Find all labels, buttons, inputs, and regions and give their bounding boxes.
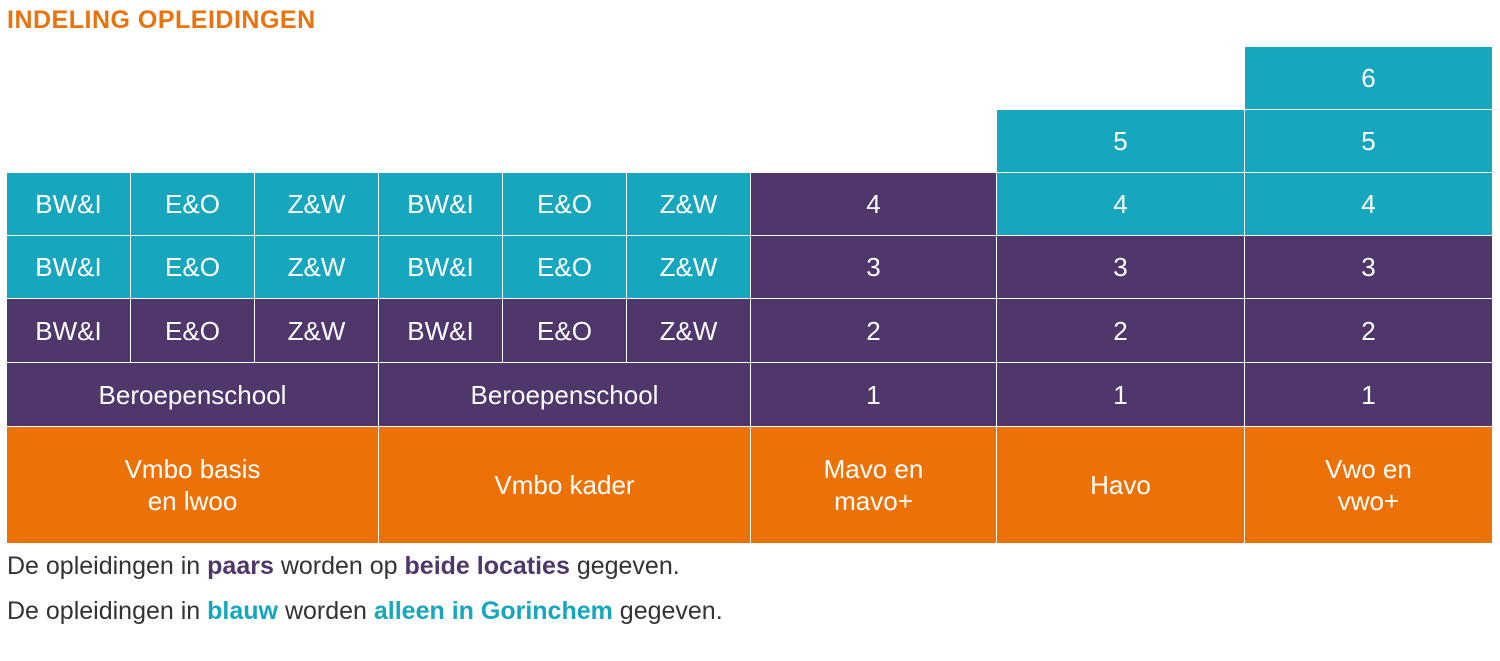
basis-beroepenschool-cell: Beroepenschool: [7, 363, 379, 427]
note-text: De opleidingen in: [7, 597, 208, 625]
kader-bwi-year-2-cell: BW&I: [379, 299, 503, 363]
cell-label: 4: [1113, 189, 1128, 219]
kader-eo-year-2-cell: E&O: [503, 299, 627, 363]
track-vmbo-kader: Vmbo kader: [379, 427, 751, 544]
cell-label: BW&I: [35, 252, 102, 282]
basis-zw-year-3-cell: Z&W: [255, 236, 379, 299]
kader-eo-year-3-cell: E&O: [503, 236, 627, 299]
cell-label: 3: [1361, 252, 1376, 282]
note-color-word: blauw: [207, 597, 278, 625]
note-text: worden: [278, 597, 374, 625]
cell-label: E&O: [165, 315, 220, 346]
basis-eo-year-3-cell: E&O: [131, 236, 255, 299]
cell-label: 4: [1361, 189, 1376, 219]
cell-label: 3: [866, 252, 881, 282]
havo-year-5-cell: 5: [997, 110, 1245, 173]
cell-label: BW&I: [407, 252, 474, 282]
cell-label: E&O: [537, 189, 592, 219]
havo-year-3-cell: 3: [997, 236, 1245, 299]
track-label-line-1: Vwo en: [1325, 454, 1412, 484]
note-text: worden op: [273, 552, 405, 580]
cell-label: BW&I: [407, 315, 474, 346]
legend-note-purple: De opleidingen in paars worden op beide …: [7, 552, 680, 581]
cell-label: Z&W: [287, 189, 346, 219]
vwo-year-3-cell: 3: [1245, 236, 1493, 299]
kader-eo-year-4-cell: E&O: [503, 173, 627, 236]
vwo-year-2-cell: 2: [1245, 299, 1493, 363]
track-label-line-2: vwo+: [1337, 486, 1400, 516]
cell-label: Beroepenschool: [98, 379, 287, 410]
track-label-line-1: Vmbo basis: [124, 454, 261, 484]
track-label: Vmbo kader: [494, 470, 635, 500]
vwo-year-5-cell: 5: [1245, 110, 1493, 173]
cell-label: 1: [1361, 379, 1376, 410]
basis-zw-year-4-cell: Z&W: [255, 173, 379, 236]
kader-bwi-year-4-cell: BW&I: [379, 173, 503, 236]
cell-label: Z&W: [287, 315, 346, 346]
cell-label: Z&W: [287, 252, 346, 282]
cell-label: Z&W: [659, 189, 718, 219]
cell-label: BW&I: [35, 189, 102, 219]
track-mavo: Mavo en mavo+: [751, 427, 997, 544]
kader-zw-year-4-cell: Z&W: [627, 173, 751, 236]
cell-label: 2: [866, 315, 881, 346]
cell-label: 1: [866, 379, 881, 410]
cell-label: E&O: [537, 252, 592, 282]
cell-label: BW&I: [35, 315, 102, 346]
track-havo: Havo: [997, 427, 1245, 544]
mavo-year-4-cell: 4: [751, 173, 997, 236]
mavo-year-1-cell: 1: [751, 363, 997, 427]
cell-label: 5: [1361, 126, 1376, 156]
cell-label: 3: [1113, 252, 1128, 282]
note-text: gegeven.: [612, 597, 723, 625]
havo-year-1-cell: 1: [997, 363, 1245, 427]
note-color-word: paars: [207, 552, 274, 580]
vwo-year-6-cell: 6: [1245, 47, 1493, 110]
basis-bwi-year-3-cell: BW&I: [7, 236, 131, 299]
cell-label: E&O: [165, 189, 220, 219]
track-label-line-2: en lwoo: [147, 486, 238, 516]
basis-zw-year-2-cell: Z&W: [255, 299, 379, 363]
basis-eo-year-4-cell: E&O: [131, 173, 255, 236]
mavo-year-3-cell: 3: [751, 236, 997, 299]
kader-beroepenschool-cell: Beroepenschool: [379, 363, 751, 427]
cell-label: BW&I: [407, 189, 474, 219]
cell-label: 1: [1113, 379, 1128, 410]
mavo-year-2-cell: 2: [751, 299, 997, 363]
vwo-year-4-cell: 4: [1245, 173, 1493, 236]
note-text: gegeven.: [569, 552, 680, 580]
havo-year-2-cell: 2: [997, 299, 1245, 363]
cell-label: E&O: [537, 315, 592, 346]
note-text: De opleidingen in: [7, 552, 208, 580]
cell-label: E&O: [165, 252, 220, 282]
note-emphasis: beide locaties: [404, 552, 570, 580]
basis-bwi-year-2-cell: BW&I: [7, 299, 131, 363]
havo-year-4-cell: 4: [997, 173, 1245, 236]
track-vmbo-basis: Vmbo basis en lwoo: [7, 427, 379, 544]
cell-label: Z&W: [659, 315, 718, 346]
cell-label: 2: [1361, 315, 1376, 346]
basis-bwi-year-4-cell: BW&I: [7, 173, 131, 236]
cell-label: 4: [866, 189, 881, 219]
cell-label: Beroepenschool: [470, 379, 659, 410]
track-label-line-2: mavo+: [834, 486, 913, 516]
track-label: Havo: [1090, 470, 1151, 500]
page-title: INDELING OPLEIDINGEN: [7, 6, 316, 34]
cell-label: 2: [1113, 315, 1128, 346]
basis-eo-year-2-cell: E&O: [131, 299, 255, 363]
cell-label: 6: [1361, 63, 1376, 93]
cell-label: 5: [1113, 126, 1128, 156]
track-label-line-1: Mavo en: [823, 454, 924, 484]
vwo-year-1-cell: 1: [1245, 363, 1493, 427]
legend-note-blue: De opleidingen in blauw worden alleen in…: [7, 597, 723, 626]
track-vwo: Vwo en vwo+: [1245, 427, 1493, 544]
kader-zw-year-2-cell: Z&W: [627, 299, 751, 363]
note-emphasis: alleen in Gorinchem: [373, 597, 613, 625]
cell-label: Z&W: [659, 252, 718, 282]
kader-bwi-year-3-cell: BW&I: [379, 236, 503, 299]
kader-zw-year-3-cell: Z&W: [627, 236, 751, 299]
